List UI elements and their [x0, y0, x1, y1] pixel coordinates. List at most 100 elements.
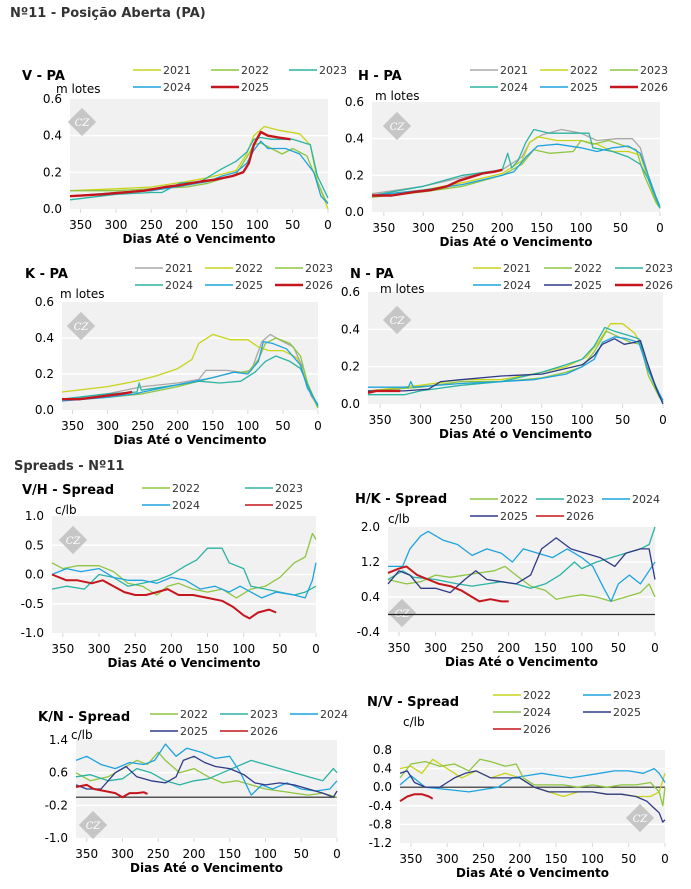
x-tick-label: 250 — [140, 218, 163, 232]
plot-area — [76, 740, 337, 838]
legend-label: 2023 — [645, 262, 673, 275]
y-tick-label: 0.0 — [345, 205, 364, 219]
y-tick-label: 0.4 — [43, 129, 62, 143]
series-line-2024 — [371, 128, 661, 209]
x-tick-label: 300 — [111, 847, 134, 861]
svg-text:CZ: CZ — [75, 118, 91, 129]
legend-item-2021: 2021 — [133, 64, 191, 77]
watermark-logo-icon: CZ — [58, 525, 88, 555]
y-tick-label: 0.5 — [25, 538, 44, 552]
svg-text:CZ: CZ — [390, 316, 406, 327]
legend-item-2023: 2023 — [610, 64, 668, 77]
series-line-2025 — [51, 573, 277, 620]
y-unit-label: c/lb — [55, 503, 77, 517]
x-tick-label: 50 — [285, 218, 300, 232]
x-tick-label: 150 — [530, 413, 553, 427]
legend-item-2022: 2022 — [544, 262, 602, 275]
legend-label: 2021 — [503, 262, 531, 275]
y-tick-label: -0.8 — [369, 817, 392, 831]
legend-label: 2024 — [523, 706, 551, 719]
legend-item-2023: 2023 — [245, 482, 303, 495]
legend-label: 2022 — [523, 689, 551, 702]
x-tick-label: 200 — [175, 218, 198, 232]
chart-title: N/V - Spread — [367, 695, 459, 710]
chart-title: H - PA — [358, 69, 402, 84]
legend-item-2023: 2023 — [536, 493, 594, 506]
y-tick-label: -0.4 — [357, 625, 380, 639]
y-tick-label: 0.0 — [35, 403, 54, 417]
series-line-2025 — [399, 770, 666, 823]
legend-item-2026: 2026 — [615, 279, 673, 292]
legend-item-2024: 2024 — [135, 279, 193, 292]
x-tick-label: 200 — [508, 852, 531, 866]
x-tick-label: 100 — [571, 413, 594, 427]
legend-label: 2025 — [613, 706, 641, 719]
y-tick-label: 0.2 — [43, 165, 62, 179]
legend-item-2024: 2024 — [142, 499, 200, 512]
y-tick-label: -1.2 — [369, 836, 392, 850]
legend-label: 2022 — [172, 482, 200, 495]
y-tick-label: 1.0 — [25, 509, 44, 523]
legend-label: 2025 — [275, 499, 303, 512]
series-line-2023 — [51, 547, 317, 596]
y-tick-label: 0.6 — [341, 285, 360, 299]
chart-hk-spread: CZ 350 300 250 200 150 100 50 0 -0.4 0.4 1.2 2.0 H/K … — [345, 487, 685, 682]
x-tick-label: 300 — [412, 221, 435, 235]
chart-v-pa: CZ 350 300 250 200 150 100 50 0 0.0 0.2 0.4 0.6 V - P… — [10, 60, 347, 255]
x-tick-label: 200 — [183, 847, 206, 861]
y-tick-label: 0.4 — [35, 331, 54, 345]
series-line-2025 — [371, 143, 661, 207]
legend-label: 2022 — [574, 262, 602, 275]
x-tick-label: 0 — [651, 641, 659, 655]
y-unit-label: m lotes — [60, 287, 105, 301]
chart-title: H/K - Spread — [355, 492, 447, 507]
spreads-section-title: Spreads - Nº11 — [14, 459, 125, 474]
series-line-2023 — [69, 136, 329, 201]
legend-label: 2022 — [180, 708, 208, 721]
x-tick-label: 350 — [75, 847, 98, 861]
legend-item-2021: 2021 — [473, 262, 531, 275]
y-tick-label: 0.0 — [341, 397, 360, 411]
x-tick-label: 150 — [211, 218, 234, 232]
legend-label: 2024 — [163, 81, 191, 94]
series-line-2026 — [367, 389, 401, 394]
x-axis-label: Dias Até o Vencimento — [440, 235, 593, 249]
series-line-2023 — [387, 526, 656, 589]
x-tick-label: 250 — [147, 847, 170, 861]
x-tick-label: 100 — [254, 847, 277, 861]
chart-vh-spread: CZ 350 300 250 200 150 100 50 0 -1.0 -0.5 0.0 0.5 1.0… — [10, 478, 340, 678]
legend-item-2025: 2025 — [245, 499, 303, 512]
legend-item-2024: 2024 — [470, 81, 528, 94]
legend-label: 2025 — [180, 725, 208, 738]
legend-label: 2021 — [500, 64, 528, 77]
legend-label: 2021 — [165, 262, 193, 275]
chart-title: K - PA — [25, 267, 68, 282]
series-line-2026 — [75, 783, 148, 799]
series-line-2024 — [51, 562, 317, 599]
y-tick-label: 0.6 — [35, 295, 54, 309]
x-axis-label: Dias Até o Vencimento — [456, 866, 609, 880]
chart-n-pa: CZ 350 300 250 200 150 100 50 0 0.0 0.2 0.4 0.6 N - P… — [341, 258, 685, 453]
legend-label: 2026 — [523, 723, 551, 736]
legend-item-2022: 2022 — [150, 708, 208, 721]
series-line-2025 — [75, 755, 338, 798]
x-tick-label: 50 — [611, 641, 626, 655]
x-tick-label: 300 — [424, 641, 447, 655]
y-tick-label: -1.0 — [45, 831, 68, 845]
x-tick-label: 350 — [51, 642, 74, 656]
legend-item-2025: 2025 — [150, 725, 208, 738]
x-axis-label: Dias Até o Vencimento — [130, 861, 283, 875]
chart-title: V - PA — [22, 69, 65, 84]
chart-h-pa: CZ 350 300 250 200 150 100 50 0 0.0 0.2 0.4 0.6 H - P… — [345, 60, 685, 255]
legend-label: 2022 — [500, 493, 528, 506]
x-tick-label: 300 — [409, 413, 432, 427]
series-line-2025 — [368, 338, 664, 405]
y-unit-label: c/lb — [71, 728, 93, 742]
svg-text:CZ: CZ — [66, 536, 82, 547]
x-tick-label: 0 — [312, 642, 320, 656]
x-axis-label: Dias Até o Vencimento — [108, 656, 261, 670]
legend-label: 2024 — [165, 279, 193, 292]
series-line-2026 — [372, 168, 503, 197]
chart-k-pa: CZ 350 300 250 200 150 100 50 0 0.0 0.2 0.4 0.6 K - P… — [10, 258, 340, 453]
